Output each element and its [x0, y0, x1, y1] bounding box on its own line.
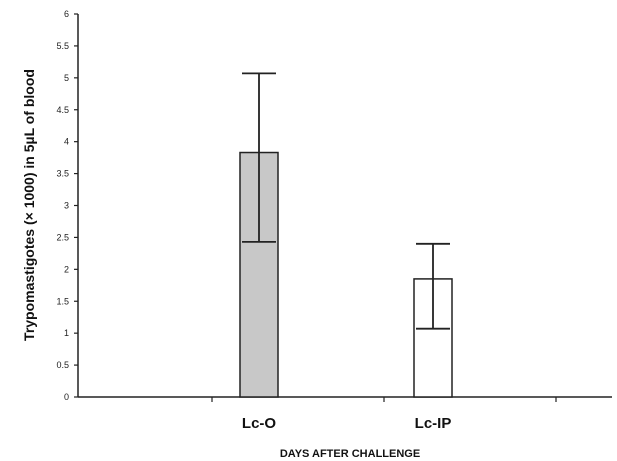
y-tick-label: 5: [64, 73, 69, 83]
x-axis-title: DAYS AFTER CHALLENGE: [280, 448, 420, 460]
y-tick-label: 3.5: [56, 169, 69, 179]
y-tick-label: 4: [64, 137, 69, 147]
x-axis: [78, 396, 612, 402]
y-tick-label: 3: [64, 201, 69, 211]
y-tick-label: 1: [64, 328, 69, 338]
category-label: Lc-IP: [415, 415, 452, 432]
y-tick-label: 0.5: [56, 360, 69, 370]
y-tick-label: 0: [64, 392, 69, 402]
y-tick-label: 2.5: [56, 232, 69, 242]
y-tick-label: 1.5: [56, 296, 69, 306]
x-ticks: [211, 397, 557, 402]
bars: [239, 151, 453, 398]
y-axis-title: Trypomastigotes (× 1000) in 5µL of blood: [21, 69, 37, 341]
y-axis: 0 0.5 1 1.5 2 2.5 3 3.5 4 4.5 5 5.5 6: [56, 9, 79, 402]
category-labels: Lc-O Lc-IP: [242, 415, 451, 432]
y-tick-label: 4.5: [56, 105, 69, 115]
category-label: Lc-O: [242, 415, 277, 432]
y-ticks: 0 0.5 1 1.5 2 2.5 3 3.5 4 4.5 5 5.5 6: [56, 9, 78, 402]
error-bars: [242, 72, 450, 330]
y-tick-label: 5.5: [56, 41, 69, 51]
y-tick-label: 2: [64, 264, 69, 274]
y-tick-label: 6: [64, 9, 69, 19]
